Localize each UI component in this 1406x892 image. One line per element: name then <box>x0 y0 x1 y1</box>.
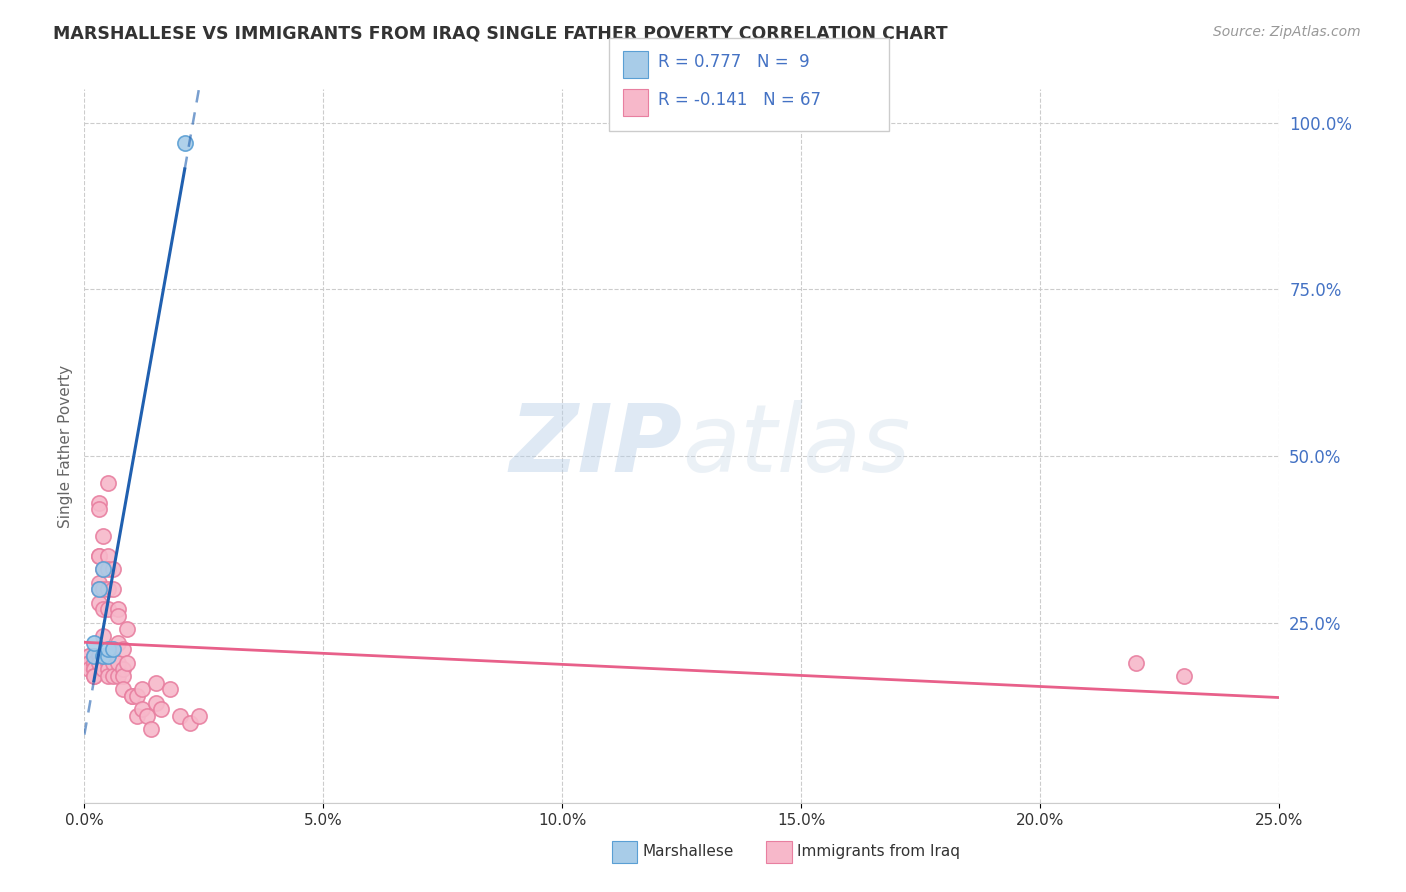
Text: ZIP: ZIP <box>509 400 682 492</box>
Point <box>107 602 129 616</box>
Point <box>97 649 120 664</box>
Y-axis label: Single Father Poverty: Single Father Poverty <box>58 365 73 527</box>
Point <box>107 636 129 650</box>
Point <box>87 656 110 670</box>
Point <box>97 656 120 670</box>
Point <box>87 582 110 597</box>
Point <box>97 582 120 597</box>
Point <box>87 582 110 597</box>
Point <box>131 682 153 697</box>
Point <box>87 596 110 610</box>
Point <box>83 649 105 664</box>
Point <box>77 649 100 664</box>
Point <box>97 475 120 490</box>
Point <box>93 582 115 597</box>
Point <box>83 636 105 650</box>
Text: Marshallese: Marshallese <box>643 844 734 859</box>
Point <box>93 649 115 664</box>
Point <box>117 656 139 670</box>
Point <box>179 715 201 730</box>
Point <box>87 502 110 516</box>
Point <box>93 562 115 576</box>
Point <box>97 662 120 676</box>
Point <box>93 662 115 676</box>
Point <box>135 709 157 723</box>
Point <box>141 723 163 737</box>
Point <box>87 549 110 563</box>
Point <box>188 709 211 723</box>
Point <box>77 662 100 676</box>
Point <box>93 629 115 643</box>
Point <box>145 696 167 710</box>
Point <box>97 642 120 657</box>
Text: Source: ZipAtlas.com: Source: ZipAtlas.com <box>1213 25 1361 39</box>
Text: MARSHALLESE VS IMMIGRANTS FROM IRAQ SINGLE FATHER POVERTY CORRELATION CHART: MARSHALLESE VS IMMIGRANTS FROM IRAQ SING… <box>53 25 948 43</box>
Point <box>83 662 105 676</box>
Text: R = -0.141   N = 67: R = -0.141 N = 67 <box>658 91 821 109</box>
Point <box>121 689 143 703</box>
Point <box>77 656 100 670</box>
Point <box>97 669 120 683</box>
Point <box>87 496 110 510</box>
Point <box>93 602 115 616</box>
Point <box>159 682 181 697</box>
Point <box>117 623 139 637</box>
Text: atlas: atlas <box>682 401 910 491</box>
Point <box>87 549 110 563</box>
Point <box>77 656 100 670</box>
Point <box>101 642 124 657</box>
Point <box>111 682 134 697</box>
Point <box>101 582 124 597</box>
Point <box>1125 656 1147 670</box>
Point <box>125 689 148 703</box>
Point <box>93 562 115 576</box>
Point <box>111 662 134 676</box>
Point <box>173 136 195 150</box>
Point <box>107 656 129 670</box>
Point <box>101 669 124 683</box>
Point <box>83 662 105 676</box>
Point <box>87 575 110 590</box>
Point <box>145 675 167 690</box>
Point <box>93 529 115 543</box>
Point <box>1173 669 1195 683</box>
Point <box>125 709 148 723</box>
Point <box>111 642 134 657</box>
Point <box>131 702 153 716</box>
Point <box>107 669 129 683</box>
Point <box>97 602 120 616</box>
Point <box>121 689 143 703</box>
Point <box>83 669 105 683</box>
Text: Immigrants from Iraq: Immigrants from Iraq <box>797 844 960 859</box>
Point <box>97 562 120 576</box>
Point <box>77 649 100 664</box>
Point <box>97 549 120 563</box>
Point <box>101 656 124 670</box>
Point <box>83 656 105 670</box>
Point <box>149 702 172 716</box>
Point <box>87 649 110 664</box>
Point <box>83 656 105 670</box>
Point <box>107 609 129 624</box>
Point <box>101 562 124 576</box>
Text: R = 0.777   N =  9: R = 0.777 N = 9 <box>658 53 810 70</box>
Point <box>111 669 134 683</box>
Point <box>169 709 191 723</box>
Point <box>83 649 105 664</box>
Point <box>83 669 105 683</box>
